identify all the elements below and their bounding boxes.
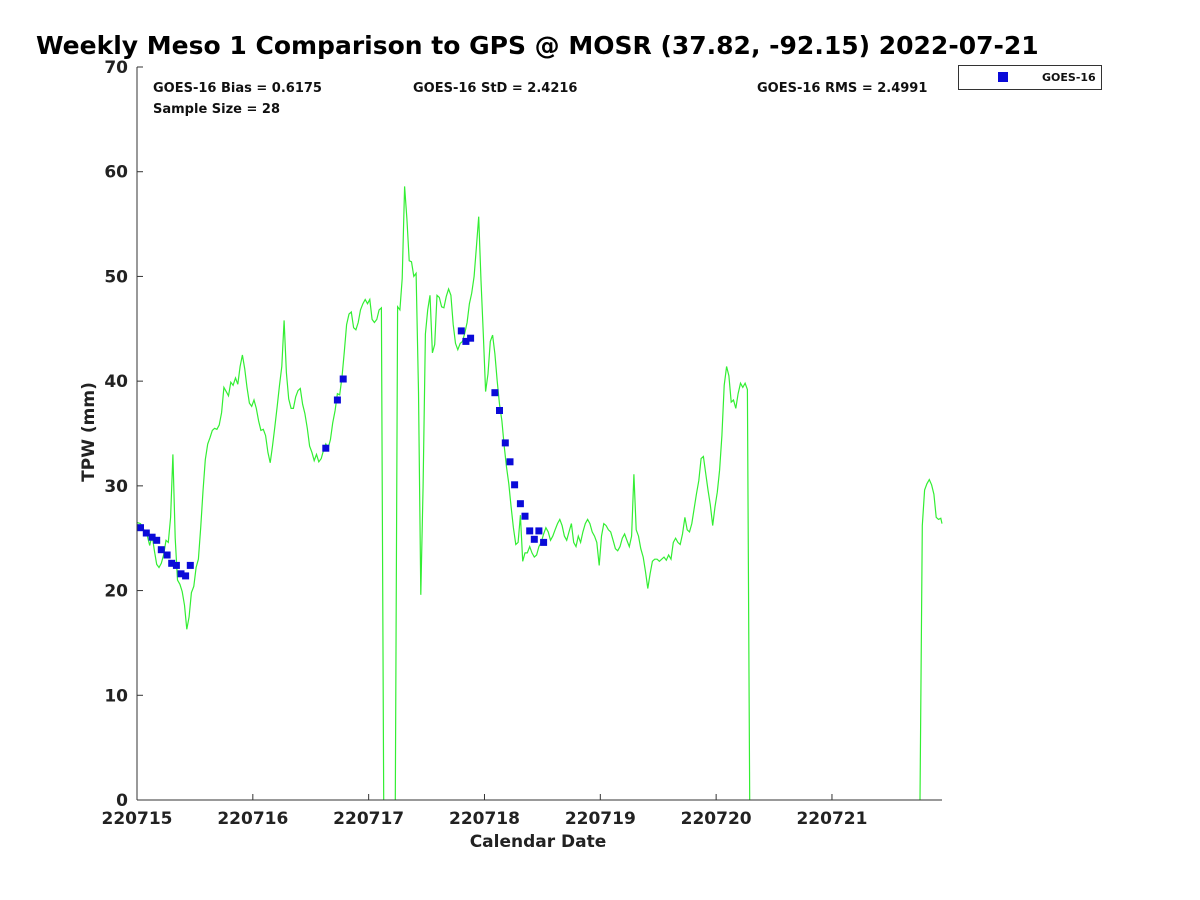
goes16-series [137, 327, 548, 580]
axes: 0 10 20 30 40 50 60 70 220715 220716 220717 220718 2… [102, 58, 942, 829]
y-tick-label: 10 [104, 686, 128, 706]
goes16-point-25 [526, 527, 534, 535]
goes16-point-21 [506, 458, 514, 466]
goes16-point-20 [501, 439, 509, 447]
x-axis-label: Calendar Date [470, 832, 607, 852]
stat-sample-size: Sample Size = 28 [153, 102, 280, 117]
goes16-point-1 [137, 524, 144, 532]
goes16-point-15 [457, 327, 465, 335]
goes16-point-11 [186, 561, 194, 569]
goes16-point-26 [530, 535, 538, 543]
goes16-point-3 [148, 533, 156, 541]
goes16-point-8 [172, 561, 180, 569]
goes16-point-18 [491, 389, 499, 397]
x-tick-label: 220717 [333, 809, 404, 829]
legend-label-goes16: GOES-16 [1042, 71, 1096, 84]
y-tick-label: 70 [104, 58, 128, 78]
stat-rms: GOES-16 RMS = 2.4991 [757, 81, 927, 96]
goes16-point-12 [322, 444, 330, 452]
plot-area: 0 10 20 30 40 50 60 70 220715 220716 220717 220718 2… [102, 58, 943, 829]
goes16-point-17 [467, 334, 475, 342]
goes16-point-14 [339, 375, 347, 383]
goes16-point-7 [168, 559, 176, 567]
goes16-point-2 [142, 529, 150, 537]
y-tick-label: 60 [104, 163, 128, 183]
legend: GOES-16 [958, 65, 1102, 90]
tpw-gps-series [136, 186, 943, 801]
x-tick-label: 220718 [449, 809, 520, 829]
legend-box [958, 65, 1102, 90]
tpw-line-segment-3 [919, 478, 943, 801]
y-tick-label: 40 [104, 372, 128, 392]
x-tick-label: 220720 [681, 809, 752, 829]
y-tick-label: 0 [116, 791, 128, 811]
goes16-point-13 [333, 396, 341, 404]
goes16-point-24 [521, 512, 529, 520]
goes16-point-4 [153, 536, 161, 544]
goes16-point-19 [496, 407, 503, 414]
x-tick-label: 220721 [796, 809, 867, 829]
goes16-point-9 [177, 570, 185, 578]
goes16-point-16 [462, 337, 470, 345]
tpw-line-segment-2 [394, 186, 751, 801]
x-tick-label: 220716 [217, 809, 288, 829]
stat-std: GOES-16 StD = 2.4216 [413, 81, 577, 96]
goes16-point-23 [516, 500, 524, 508]
goes16-point-6 [163, 551, 171, 559]
goes16-point-27 [535, 527, 543, 535]
goes16-point-10 [182, 572, 190, 580]
stat-bias: GOES-16 Bias = 0.6175 [153, 81, 322, 96]
y-tick-label: 30 [104, 477, 128, 497]
goes16-point-5 [157, 546, 165, 554]
y-axis-label: TPW (mm) [79, 382, 99, 482]
tpw-line-segment-1 [136, 297, 385, 801]
chart-title: Weekly Meso 1 Comparison to GPS @ MOSR (… [36, 31, 1039, 60]
x-tick-label: 220719 [565, 809, 636, 829]
y-tick-label: 50 [104, 267, 128, 287]
y-tick-label: 20 [104, 582, 128, 602]
goes16-point-22 [511, 481, 519, 489]
goes16-point-28 [540, 538, 548, 546]
x-tick-label: 220715 [102, 809, 173, 829]
legend-marker-goes16 [998, 72, 1008, 82]
